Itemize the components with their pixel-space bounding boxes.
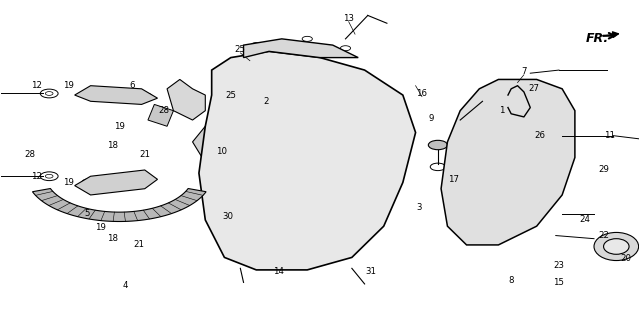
Polygon shape <box>460 111 486 126</box>
Circle shape <box>82 90 97 97</box>
Text: 21: 21 <box>133 240 144 249</box>
Text: 10: 10 <box>216 147 227 156</box>
Circle shape <box>137 93 152 100</box>
Circle shape <box>82 179 97 186</box>
Ellipse shape <box>473 136 549 179</box>
Polygon shape <box>244 39 358 58</box>
Text: 28: 28 <box>24 150 36 159</box>
Text: 6: 6 <box>129 81 135 90</box>
Ellipse shape <box>486 142 537 173</box>
Polygon shape <box>441 79 575 245</box>
Text: FR.: FR. <box>586 32 609 45</box>
Text: 13: 13 <box>343 14 354 23</box>
Text: 1: 1 <box>499 106 504 115</box>
Ellipse shape <box>253 126 362 189</box>
Polygon shape <box>199 51 415 270</box>
Ellipse shape <box>237 117 378 198</box>
Circle shape <box>139 175 154 183</box>
Text: 18: 18 <box>108 234 118 243</box>
Ellipse shape <box>594 232 639 261</box>
Text: 30: 30 <box>222 212 233 221</box>
Polygon shape <box>33 188 206 221</box>
Text: 14: 14 <box>273 267 284 276</box>
Text: 21: 21 <box>140 150 150 159</box>
Polygon shape <box>75 170 157 195</box>
Polygon shape <box>193 117 221 158</box>
Polygon shape <box>148 104 173 126</box>
Text: 3: 3 <box>416 203 422 212</box>
Text: 19: 19 <box>114 122 125 131</box>
Text: 8: 8 <box>508 276 514 285</box>
Circle shape <box>428 140 447 150</box>
Text: 31: 31 <box>365 267 376 276</box>
Text: 4: 4 <box>123 281 129 290</box>
Text: 25: 25 <box>225 90 236 100</box>
Text: 20: 20 <box>620 255 632 263</box>
Polygon shape <box>167 79 205 120</box>
Text: 23: 23 <box>554 261 564 270</box>
Text: 22: 22 <box>598 231 609 240</box>
Text: 19: 19 <box>63 178 74 187</box>
Ellipse shape <box>604 239 629 254</box>
Text: 18: 18 <box>108 140 118 150</box>
Text: 12: 12 <box>31 172 42 181</box>
Text: 16: 16 <box>417 89 428 98</box>
Text: 5: 5 <box>84 209 90 218</box>
Text: 17: 17 <box>448 175 460 184</box>
Text: 29: 29 <box>598 165 609 175</box>
Text: 26: 26 <box>534 131 545 140</box>
Text: 15: 15 <box>554 278 564 287</box>
Text: 28: 28 <box>158 106 170 115</box>
Text: 11: 11 <box>604 131 616 140</box>
FancyArrowPatch shape <box>603 32 618 37</box>
Polygon shape <box>75 86 157 104</box>
Text: 19: 19 <box>63 81 74 90</box>
Text: 12: 12 <box>31 81 42 90</box>
Text: 25: 25 <box>235 45 246 54</box>
Text: 27: 27 <box>528 84 539 93</box>
Text: 9: 9 <box>429 114 434 123</box>
Text: 19: 19 <box>95 223 106 232</box>
Text: 24: 24 <box>579 215 590 225</box>
Text: 2: 2 <box>263 97 269 106</box>
Text: 7: 7 <box>521 67 527 76</box>
